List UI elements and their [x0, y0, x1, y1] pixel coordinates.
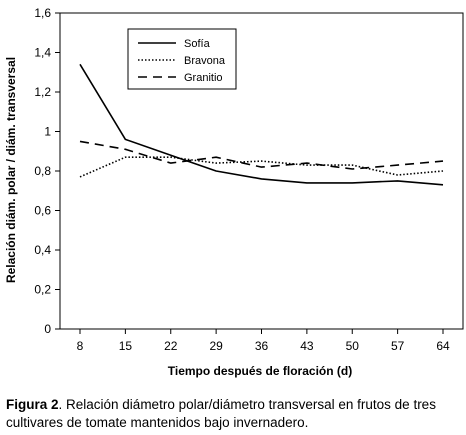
line-chart: 0 0,2 0,4 0,6 0,8 1 1,2 1,4 1,6 8 15 22 29 36 43 50 57 6… — [4, 6, 464, 378]
y-tick-label: 1,2 — [34, 85, 51, 99]
plot-frame — [59, 12, 464, 330]
caption-text: . Relación diámetro polar/diámetro trans… — [6, 397, 436, 430]
y-tick-label: 0,4 — [34, 243, 51, 257]
x-tick-label: 64 — [436, 339, 450, 353]
y-tick-label: 0,6 — [34, 204, 51, 218]
y-axis-title: Relación diám. polar / diám. transversal — [4, 57, 18, 283]
y-tick-label: 1,4 — [34, 46, 51, 60]
series-lines — [79, 63, 444, 186]
x-tick-label: 57 — [391, 339, 405, 353]
x-tick-label: 43 — [300, 339, 314, 353]
caption-label: Figura 2 — [6, 397, 59, 412]
x-tick-label: 15 — [119, 339, 133, 353]
y-tick-label: 1 — [44, 125, 51, 139]
x-tick-label: 50 — [346, 339, 360, 353]
plot-border — [59, 12, 464, 330]
x-tick-label: 8 — [77, 339, 84, 353]
y-tick-label: 0,8 — [34, 164, 51, 178]
x-tick-label: 29 — [209, 339, 223, 353]
x-tick-label: 22 — [164, 339, 178, 353]
figure-caption: Figura 2. Relación diámetro polar/diámet… — [6, 396, 462, 432]
legend-label-granitio: Granitio — [184, 72, 223, 84]
legend-label-bravona: Bravona — [184, 55, 226, 67]
series-line-granitio — [79, 140, 444, 170]
series-line-sofia — [79, 63, 444, 186]
legend-box — [127, 28, 237, 90]
x-axis-ticks: 8 15 22 29 36 43 50 57 64 — [77, 329, 450, 353]
y-tick-label: 0,2 — [34, 283, 51, 297]
x-tick-label: 36 — [255, 339, 269, 353]
y-tick-label: 0 — [44, 322, 51, 336]
x-axis-title: Tiempo después de floración (d) — [168, 364, 352, 378]
legend: Sofía Bravona Granitio — [127, 28, 237, 90]
legend-label-sofia: Sofía — [184, 38, 211, 50]
series-line-bravona — [79, 156, 444, 178]
y-axis-ticks: 0 0,2 0,4 0,6 0,8 1 1,2 1,4 1,6 — [34, 6, 60, 336]
y-tick-label: 1,6 — [34, 6, 51, 20]
